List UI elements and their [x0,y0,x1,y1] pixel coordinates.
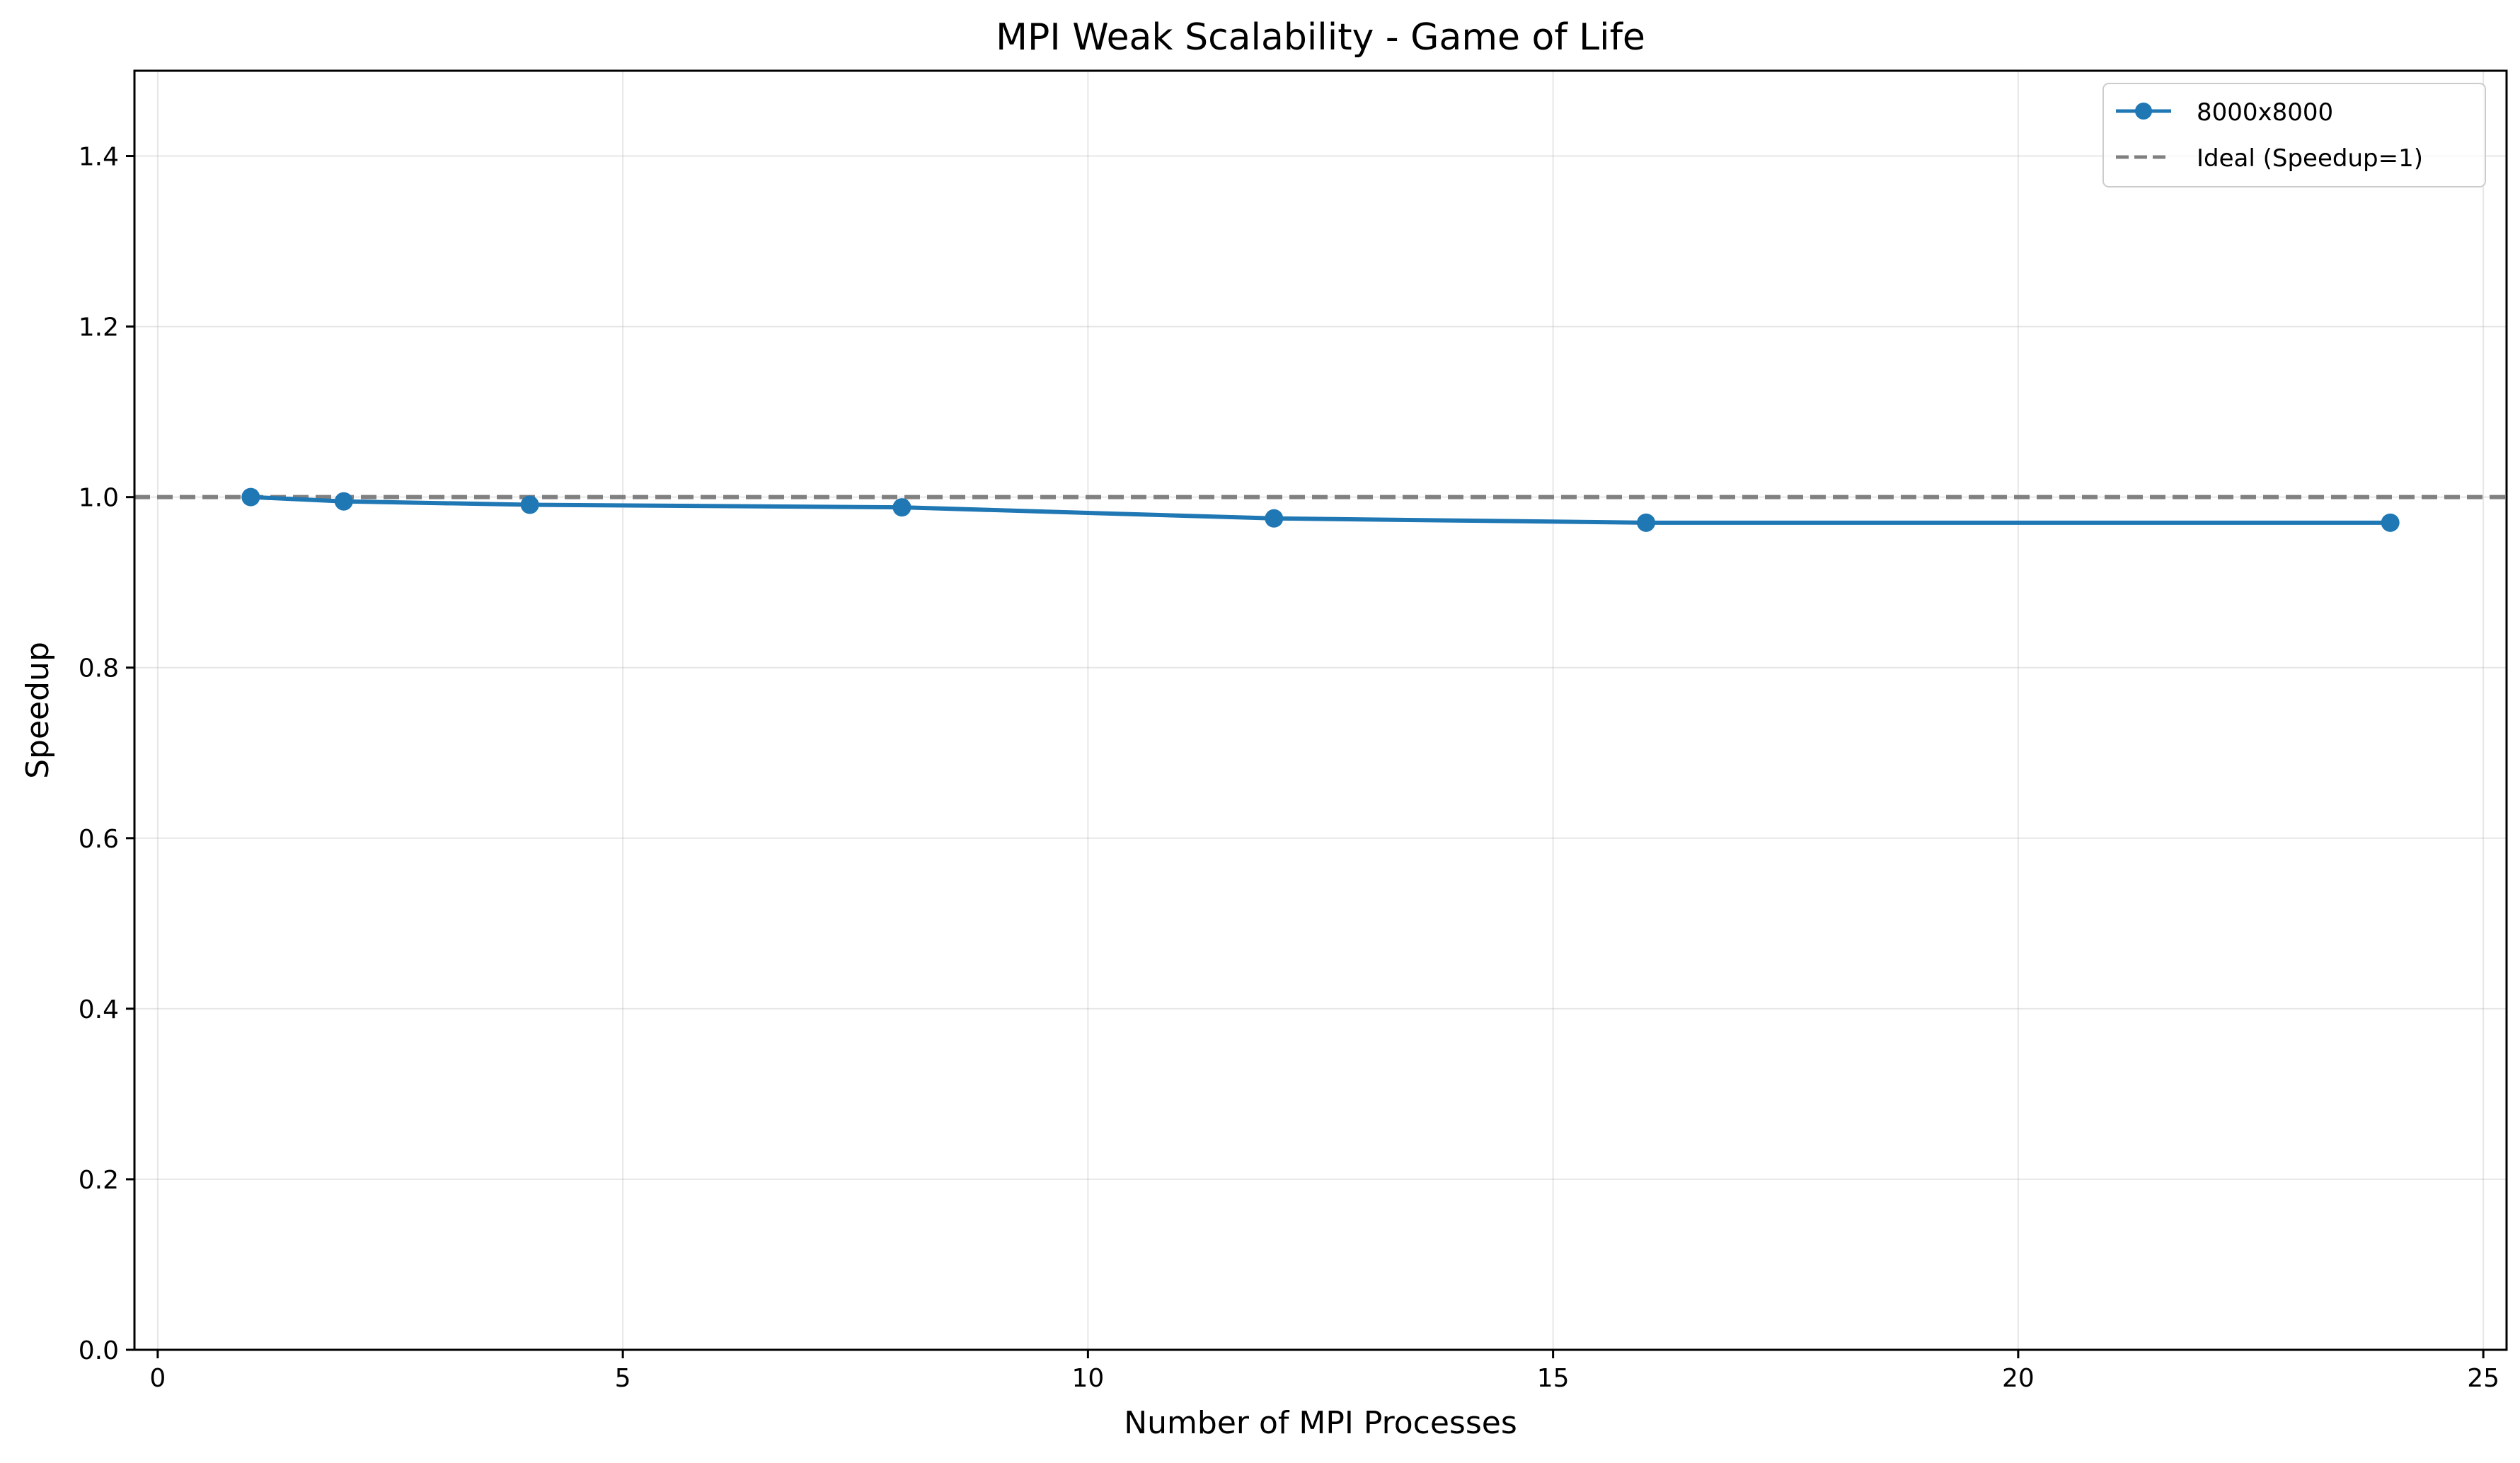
y-tick-label: 0.4 [79,995,119,1024]
legend-label-series: 8000x8000 [2197,98,2333,127]
y-tick-label: 1.2 [79,313,119,342]
data-point[interactable] [2381,513,2400,532]
plot-frame [133,69,2508,1351]
x-tick-label: 5 [615,1364,631,1393]
legend-box [2102,83,2486,187]
y-tick-label: 0.0 [79,1336,119,1365]
legend-marker-series [2135,103,2152,120]
legend-label-ideal: Ideal (Speedup=1) [2197,144,2423,173]
x-tick-label: 25 [2467,1364,2499,1393]
y-tick-label: 0.8 [79,654,119,683]
data-point[interactable] [892,498,911,517]
x-tick-label: 0 [149,1364,166,1393]
chart-title: MPI Weak Scalability - Game of Life [996,16,1645,59]
legend[interactable]: 8000x8000 Ideal (Speedup=1) [2102,83,2486,187]
y-tick-label: 1.4 [79,143,119,172]
x-tick-label: 20 [2002,1364,2035,1393]
data-point[interactable] [1637,513,1656,532]
series-lines [241,487,2400,532]
data-point[interactable] [520,495,539,514]
x-axis-title: Number of MPI Processes [1124,1405,1517,1441]
x-axis-ticks: 0 5 10 15 20 25 [149,1350,2499,1393]
x-tick-label: 10 [1071,1364,1104,1393]
y-tick-label: 0.6 [79,825,119,854]
data-point[interactable] [1265,509,1284,528]
y-axis-title: Speedup [20,642,56,779]
x-tick-label: 15 [1537,1364,1570,1393]
y-axis-ticks: 0.0 0.2 0.4 0.6 0.8 1.0 1.2 1.4 [79,143,134,1365]
y-tick-label: 0.2 [79,1166,119,1195]
data-point[interactable] [334,492,353,511]
data-point[interactable] [241,487,260,507]
y-tick-label: 1.0 [79,484,119,513]
